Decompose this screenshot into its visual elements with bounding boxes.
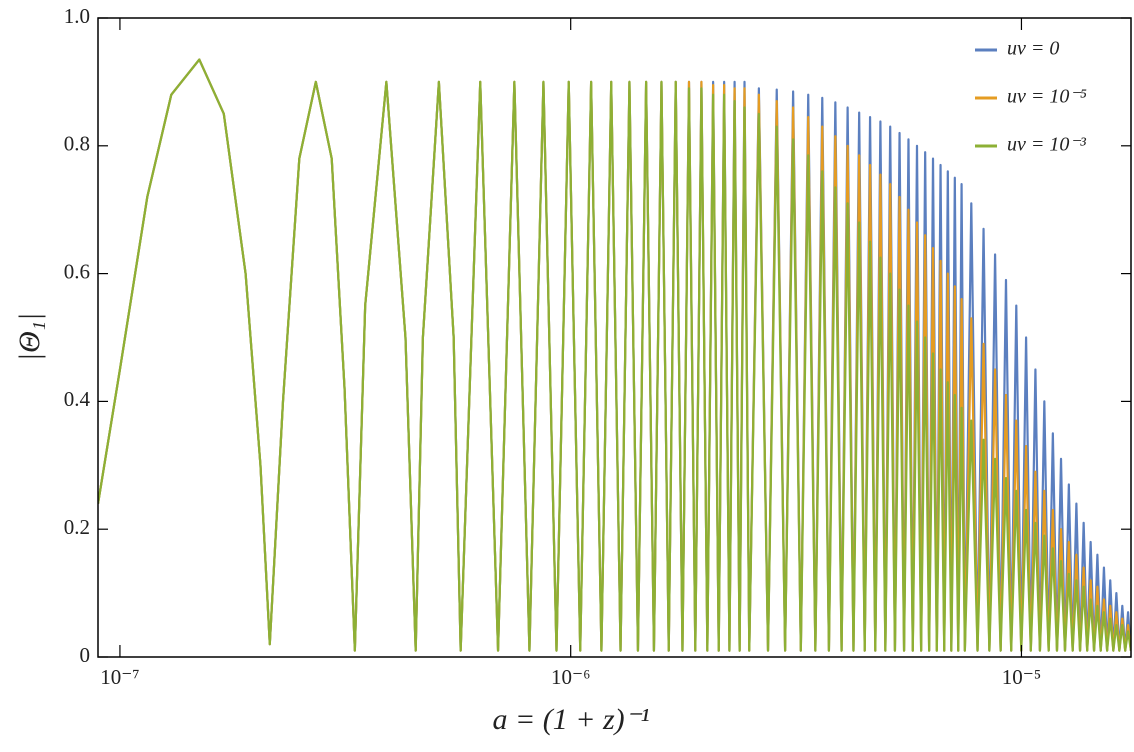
legend-label: uν = 10⁻³ xyxy=(1007,134,1087,156)
x-axis-title: a = (1 + z)⁻¹ xyxy=(493,703,650,736)
y-tick-label: 0.4 xyxy=(64,387,91,411)
legend-label: uν = 0 xyxy=(1007,38,1059,60)
y-tick-label: 0.6 xyxy=(64,259,90,283)
y-tick-label: 0 xyxy=(80,643,91,667)
y-tick-label: 1.0 xyxy=(64,4,90,28)
y-axis-title: |Θ₁| xyxy=(13,313,46,362)
legend-label: uν = 10⁻⁵ xyxy=(1007,86,1087,108)
y-tick-label: 0.2 xyxy=(64,515,90,539)
x-tick-label: 10⁻⁷ xyxy=(100,665,139,689)
plot-frame xyxy=(97,17,1132,658)
x-tick-label: 10⁻⁶ xyxy=(551,665,590,689)
x-tick-label: 10⁻⁵ xyxy=(1002,665,1041,689)
y-tick-label: 0.8 xyxy=(64,132,90,156)
plot-area xyxy=(98,58,1131,652)
series-line xyxy=(98,58,1131,652)
